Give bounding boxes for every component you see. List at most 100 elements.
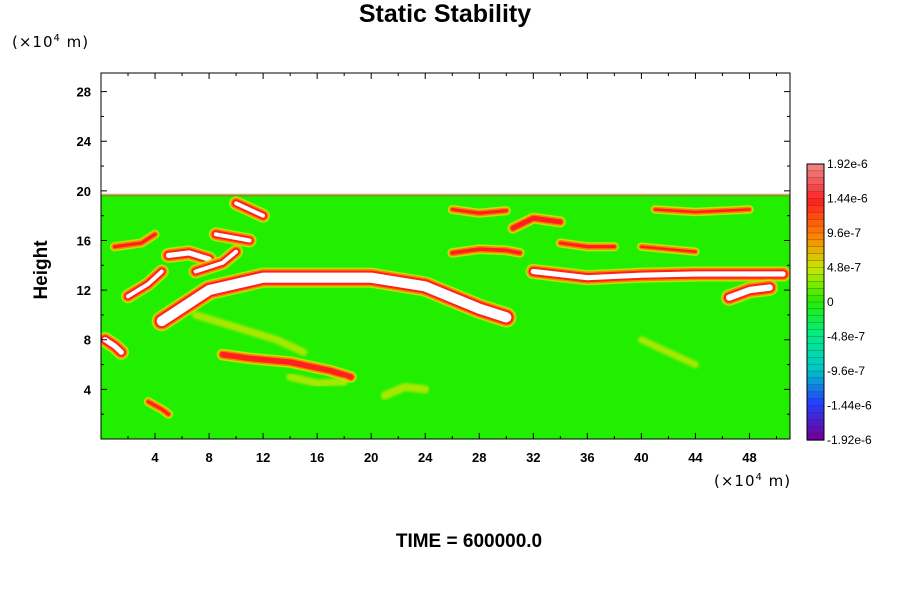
colorbar-band xyxy=(806,260,825,269)
colorbar-label: 4.8e-7 xyxy=(827,261,861,275)
colorbar-band xyxy=(806,329,825,338)
colorbar-label: 9.6e-7 xyxy=(827,226,861,240)
y-tick-label: 28 xyxy=(77,85,91,100)
colorbar-band xyxy=(806,198,825,207)
colorbar-band xyxy=(806,294,825,303)
time-label: TIME = 600000.0 xyxy=(395,531,543,552)
x-tick-label: 20 xyxy=(364,450,378,465)
lower-left-1-core xyxy=(146,400,171,416)
colorbar-band xyxy=(806,363,825,372)
left-edge-1-core xyxy=(102,337,124,355)
colorbar-band xyxy=(806,384,825,393)
colorbar-band xyxy=(806,267,825,276)
x-unit-suffix: m) xyxy=(762,472,792,490)
weak-arc-4 xyxy=(637,336,699,369)
x-tick-label: 32 xyxy=(526,450,540,465)
upper-band-32-core xyxy=(510,215,563,231)
west-upper-cloud-core xyxy=(165,250,212,262)
chart-title: Static Stability xyxy=(358,0,532,28)
west-streak-core xyxy=(112,232,157,249)
colorbar-band xyxy=(806,370,825,379)
colorbar-band xyxy=(806,281,825,289)
x-tick-label: 44 xyxy=(688,450,703,465)
colorbar-label: 1.44e-6 xyxy=(827,192,868,206)
x-unit-exponent: 4 xyxy=(755,472,763,483)
colorbar-band xyxy=(806,253,825,262)
x-tick-label: 40 xyxy=(634,450,648,465)
colorbar-band xyxy=(806,205,825,213)
x-tick-label: 12 xyxy=(256,450,270,465)
upper-band-30-core xyxy=(450,247,522,255)
colorbar-band xyxy=(806,357,825,365)
y-tick-label: 20 xyxy=(77,184,91,199)
weak-arc-3 xyxy=(286,373,348,387)
colorbar-band xyxy=(806,191,825,200)
x-tick-label: 36 xyxy=(580,450,594,465)
colorbar-band xyxy=(806,412,825,420)
colorbar-band xyxy=(806,225,825,234)
colorbar-band xyxy=(806,288,825,296)
colorbar-band xyxy=(806,212,825,220)
field-top-edge xyxy=(101,193,790,197)
main-stable-layer-core xyxy=(156,272,512,327)
colorbar-band xyxy=(806,274,825,282)
colorbar-frame xyxy=(806,163,825,441)
colorbar-band xyxy=(806,426,825,434)
y-tick-label: 8 xyxy=(84,333,91,348)
colorbar-label: 1.92e-6 xyxy=(827,157,868,171)
mid-lower-band-core xyxy=(219,351,354,380)
plot-area xyxy=(101,193,790,439)
colorbar-band xyxy=(806,315,825,324)
colorbar-band xyxy=(806,239,825,248)
upper-band-36-core xyxy=(558,241,616,249)
y-tick-label: 12 xyxy=(77,283,91,298)
colorbar-band xyxy=(806,246,825,255)
colorbar-band xyxy=(806,177,825,186)
y-tick-label: 4 xyxy=(84,382,92,397)
top-blob-1-core xyxy=(234,201,266,218)
colorbar-label: -9.6e-7 xyxy=(827,364,865,378)
y-tick-label: 16 xyxy=(77,233,91,248)
colorbar-band xyxy=(806,232,825,241)
colorbar-label: -1.92e-6 xyxy=(827,433,872,447)
x-tick-label: 16 xyxy=(310,450,324,465)
y-unit-suffix: m) xyxy=(60,33,90,51)
west-cloud-3-core xyxy=(126,269,164,299)
colorbar-band xyxy=(806,391,825,400)
weak-arc-1 xyxy=(191,311,308,356)
y-tick-label: 24 xyxy=(77,134,92,149)
y-unit-base: (×10 xyxy=(12,33,54,51)
colorbar: 1.92e-6 1.44e-6 9.6e-7 4.8e-7 0 -4.8e-7 -9.6e-… xyxy=(806,157,872,447)
colorbar-band xyxy=(806,432,825,441)
east-blob-core xyxy=(725,284,773,301)
colorbar-band xyxy=(806,336,825,345)
west-cloud-4-core xyxy=(213,232,252,243)
upper-layer-east-core xyxy=(530,268,786,281)
colorbar-band xyxy=(806,308,825,317)
x-tick-label: 48 xyxy=(742,450,756,465)
x-axis-unit: (×104 m) xyxy=(714,472,791,490)
colorbar-band xyxy=(806,219,825,227)
weak-arc-2 xyxy=(380,382,430,400)
colorbar-label: 0 xyxy=(827,295,834,309)
colorbar-band xyxy=(806,343,825,351)
upper-band-28-core xyxy=(450,207,508,215)
y-axis-unit: (×104 m) xyxy=(12,33,89,51)
colorbar-band xyxy=(806,350,825,358)
colorbar-band xyxy=(806,405,825,414)
x-tick-label: 24 xyxy=(418,450,433,465)
y-unit-exponent: 4 xyxy=(53,33,61,44)
colorbar-band xyxy=(806,419,825,427)
x-tick-label: 28 xyxy=(472,450,486,465)
plot-frame xyxy=(100,72,791,440)
x-unit-base: (×10 xyxy=(714,472,756,490)
x-tick-label: 4 xyxy=(151,450,159,465)
colorbar-band xyxy=(806,170,825,179)
colorbar-band xyxy=(806,163,825,172)
colorbar-band xyxy=(806,184,825,193)
west-upper-cloud-2-core xyxy=(193,249,239,274)
x-tick-label: 8 xyxy=(205,450,212,465)
colorbar-band xyxy=(806,322,825,331)
